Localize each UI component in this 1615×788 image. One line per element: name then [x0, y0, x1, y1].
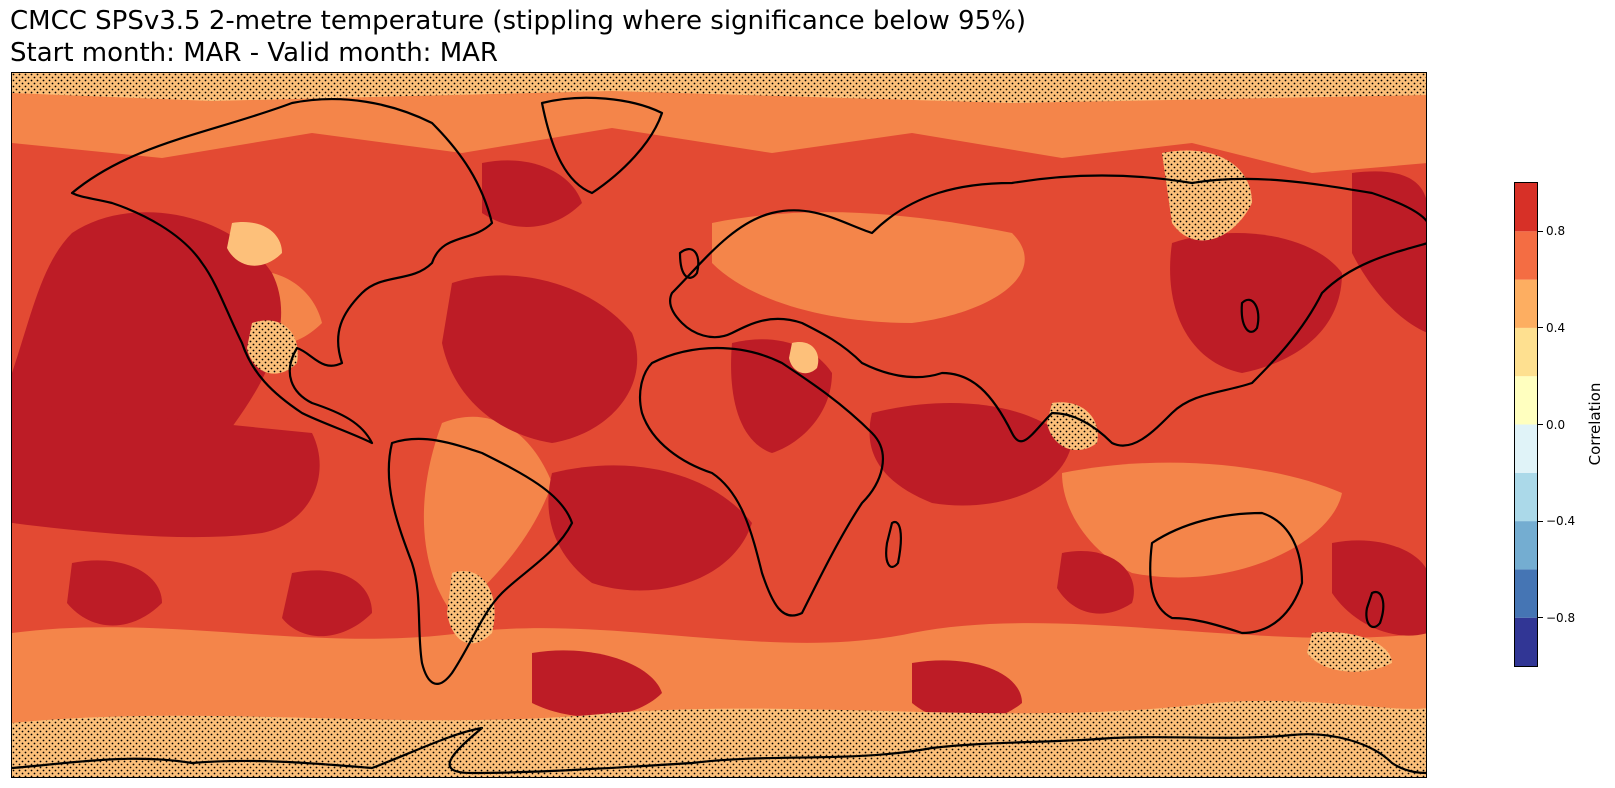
stippling	[12, 73, 1426, 777]
colorbar-segment	[1515, 327, 1537, 377]
colorbar-tick-label: −0.8	[1546, 610, 1576, 625]
colorbar-segment	[1515, 231, 1537, 280]
colorbar-tick-mark	[1538, 424, 1543, 425]
colorbar-segment	[1515, 376, 1537, 425]
coast-north-america	[70, 98, 494, 445]
coast-south-america	[387, 437, 574, 685]
coast-new-zealand	[1365, 590, 1385, 629]
colorbar-tick-mark	[1538, 327, 1543, 329]
coast-antarctica	[12, 726, 1426, 775]
colorbar-segment	[1515, 617, 1537, 666]
colorbar-segment	[1515, 424, 1537, 473]
colorbar-canvas	[1515, 183, 1537, 666]
coast-madagascar	[885, 520, 902, 568]
colorbar-segment	[1515, 472, 1537, 522]
field-high	[12, 160, 1426, 722]
colorbar-tick-mark	[1538, 617, 1543, 619]
plot-title: CMCC SPSv3.5 2-metre temperature (stippl…	[10, 6, 1026, 36]
colorbar-segment	[1515, 279, 1537, 328]
colorbar-segment	[1515, 183, 1537, 232]
coast-africa	[638, 346, 884, 617]
colorbar-tick-label: 0.4	[1546, 320, 1566, 335]
coast-japan	[1240, 298, 1260, 333]
colorbar-tick-label: −0.4	[1546, 514, 1576, 529]
coast-eurasia	[668, 174, 1426, 447]
plot-subtitle: Start month: MAR - Valid month: MAR	[10, 38, 498, 68]
colorbar-tick-label: 0.0	[1546, 417, 1566, 432]
coast-greenland	[540, 96, 664, 195]
colorbar-tick-label: 0.8	[1546, 224, 1566, 239]
colorbar-tick-mark	[1538, 230, 1543, 232]
correlation-map	[11, 72, 1427, 778]
colorbar-label: Correlation	[1586, 382, 1604, 466]
colorbar-segment	[1515, 521, 1537, 570]
map-canvas	[12, 73, 1426, 777]
colorbar-tick-mark	[1538, 520, 1543, 522]
colorbar-segment	[1515, 569, 1537, 618]
coast-uk	[678, 248, 700, 279]
coastlines	[12, 96, 1426, 775]
colorbar	[1514, 182, 1538, 667]
coast-australia	[1149, 511, 1304, 635]
